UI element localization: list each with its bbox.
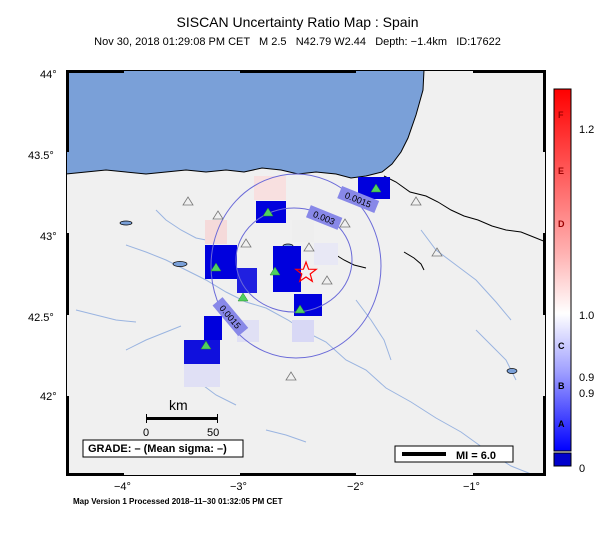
colorbar-value-0-9a: 0.9 bbox=[579, 372, 595, 384]
stations-inactive bbox=[182, 196, 443, 381]
stations-active bbox=[200, 183, 382, 350]
mi-box bbox=[394, 445, 514, 463]
lat-label-42-5: 42.5° bbox=[28, 312, 54, 324]
contour-lines bbox=[210, 173, 382, 359]
colorbar-letter-C: C bbox=[558, 341, 565, 351]
colorbar-letter-D: D bbox=[558, 219, 565, 229]
lon-label-minus2: −2° bbox=[347, 481, 364, 493]
mi-text: MI = 6.0 bbox=[456, 450, 497, 462]
lat-label-43-5: 43.5° bbox=[28, 150, 54, 162]
mi-line bbox=[402, 452, 446, 456]
map-panel: 0.003 0.0015 0.0015 bbox=[66, 70, 546, 476]
lat-label-42: 42° bbox=[40, 391, 57, 403]
epicenter-star bbox=[294, 260, 318, 283]
colorbar bbox=[553, 88, 572, 467]
colorbar-value-0-9b: 0.9 bbox=[579, 388, 595, 400]
scalebar-unit: km bbox=[169, 397, 188, 413]
colorbar-letter-F: F bbox=[558, 110, 564, 120]
scalebar-start: 0 bbox=[143, 427, 150, 439]
scalebar-end: 50 bbox=[207, 427, 220, 439]
rivers bbox=[75, 209, 537, 476]
colorbar-value-1-0: 1.0 bbox=[579, 310, 595, 322]
lon-label-minus4: −4° bbox=[114, 481, 131, 493]
map-svg: 0.003 0.0015 0.0015 bbox=[66, 70, 546, 476]
border-segment bbox=[403, 251, 425, 271]
country-border bbox=[383, 175, 546, 243]
map-title: SISCAN Uncertainty Ratio Map : Spain bbox=[176, 14, 419, 30]
colorbar-letter-A: A bbox=[558, 419, 565, 429]
lon-label-minus3: −3° bbox=[230, 481, 247, 493]
lon-label-minus1: −1° bbox=[463, 481, 480, 493]
colorbar-value-0: 0 bbox=[579, 463, 586, 475]
colorbar-value-1-2: 1.2 bbox=[579, 124, 595, 136]
colorbar-letter-B: B bbox=[558, 381, 565, 391]
frame-ticks bbox=[66, 70, 546, 476]
lat-label-43: 43° bbox=[40, 231, 57, 243]
scalebar bbox=[146, 414, 218, 423]
ratio-cells-light bbox=[184, 176, 338, 387]
grade-text: GRADE: – (Mean sigma: –) bbox=[88, 443, 227, 455]
grade-box bbox=[82, 439, 244, 458]
coastline bbox=[66, 70, 425, 179]
lat-label-44: 44° bbox=[40, 69, 57, 81]
event-subtitle: Nov 30, 2018 01:29:08 PM CET M 2.5 N42.7… bbox=[94, 36, 501, 48]
footer-note: Map Version 1 Processed 2018–11–30 01:32… bbox=[73, 497, 283, 506]
colorbar-letter-E: E bbox=[558, 166, 565, 176]
ocean-area bbox=[66, 70, 424, 178]
ratio-cells-blue bbox=[184, 177, 390, 364]
